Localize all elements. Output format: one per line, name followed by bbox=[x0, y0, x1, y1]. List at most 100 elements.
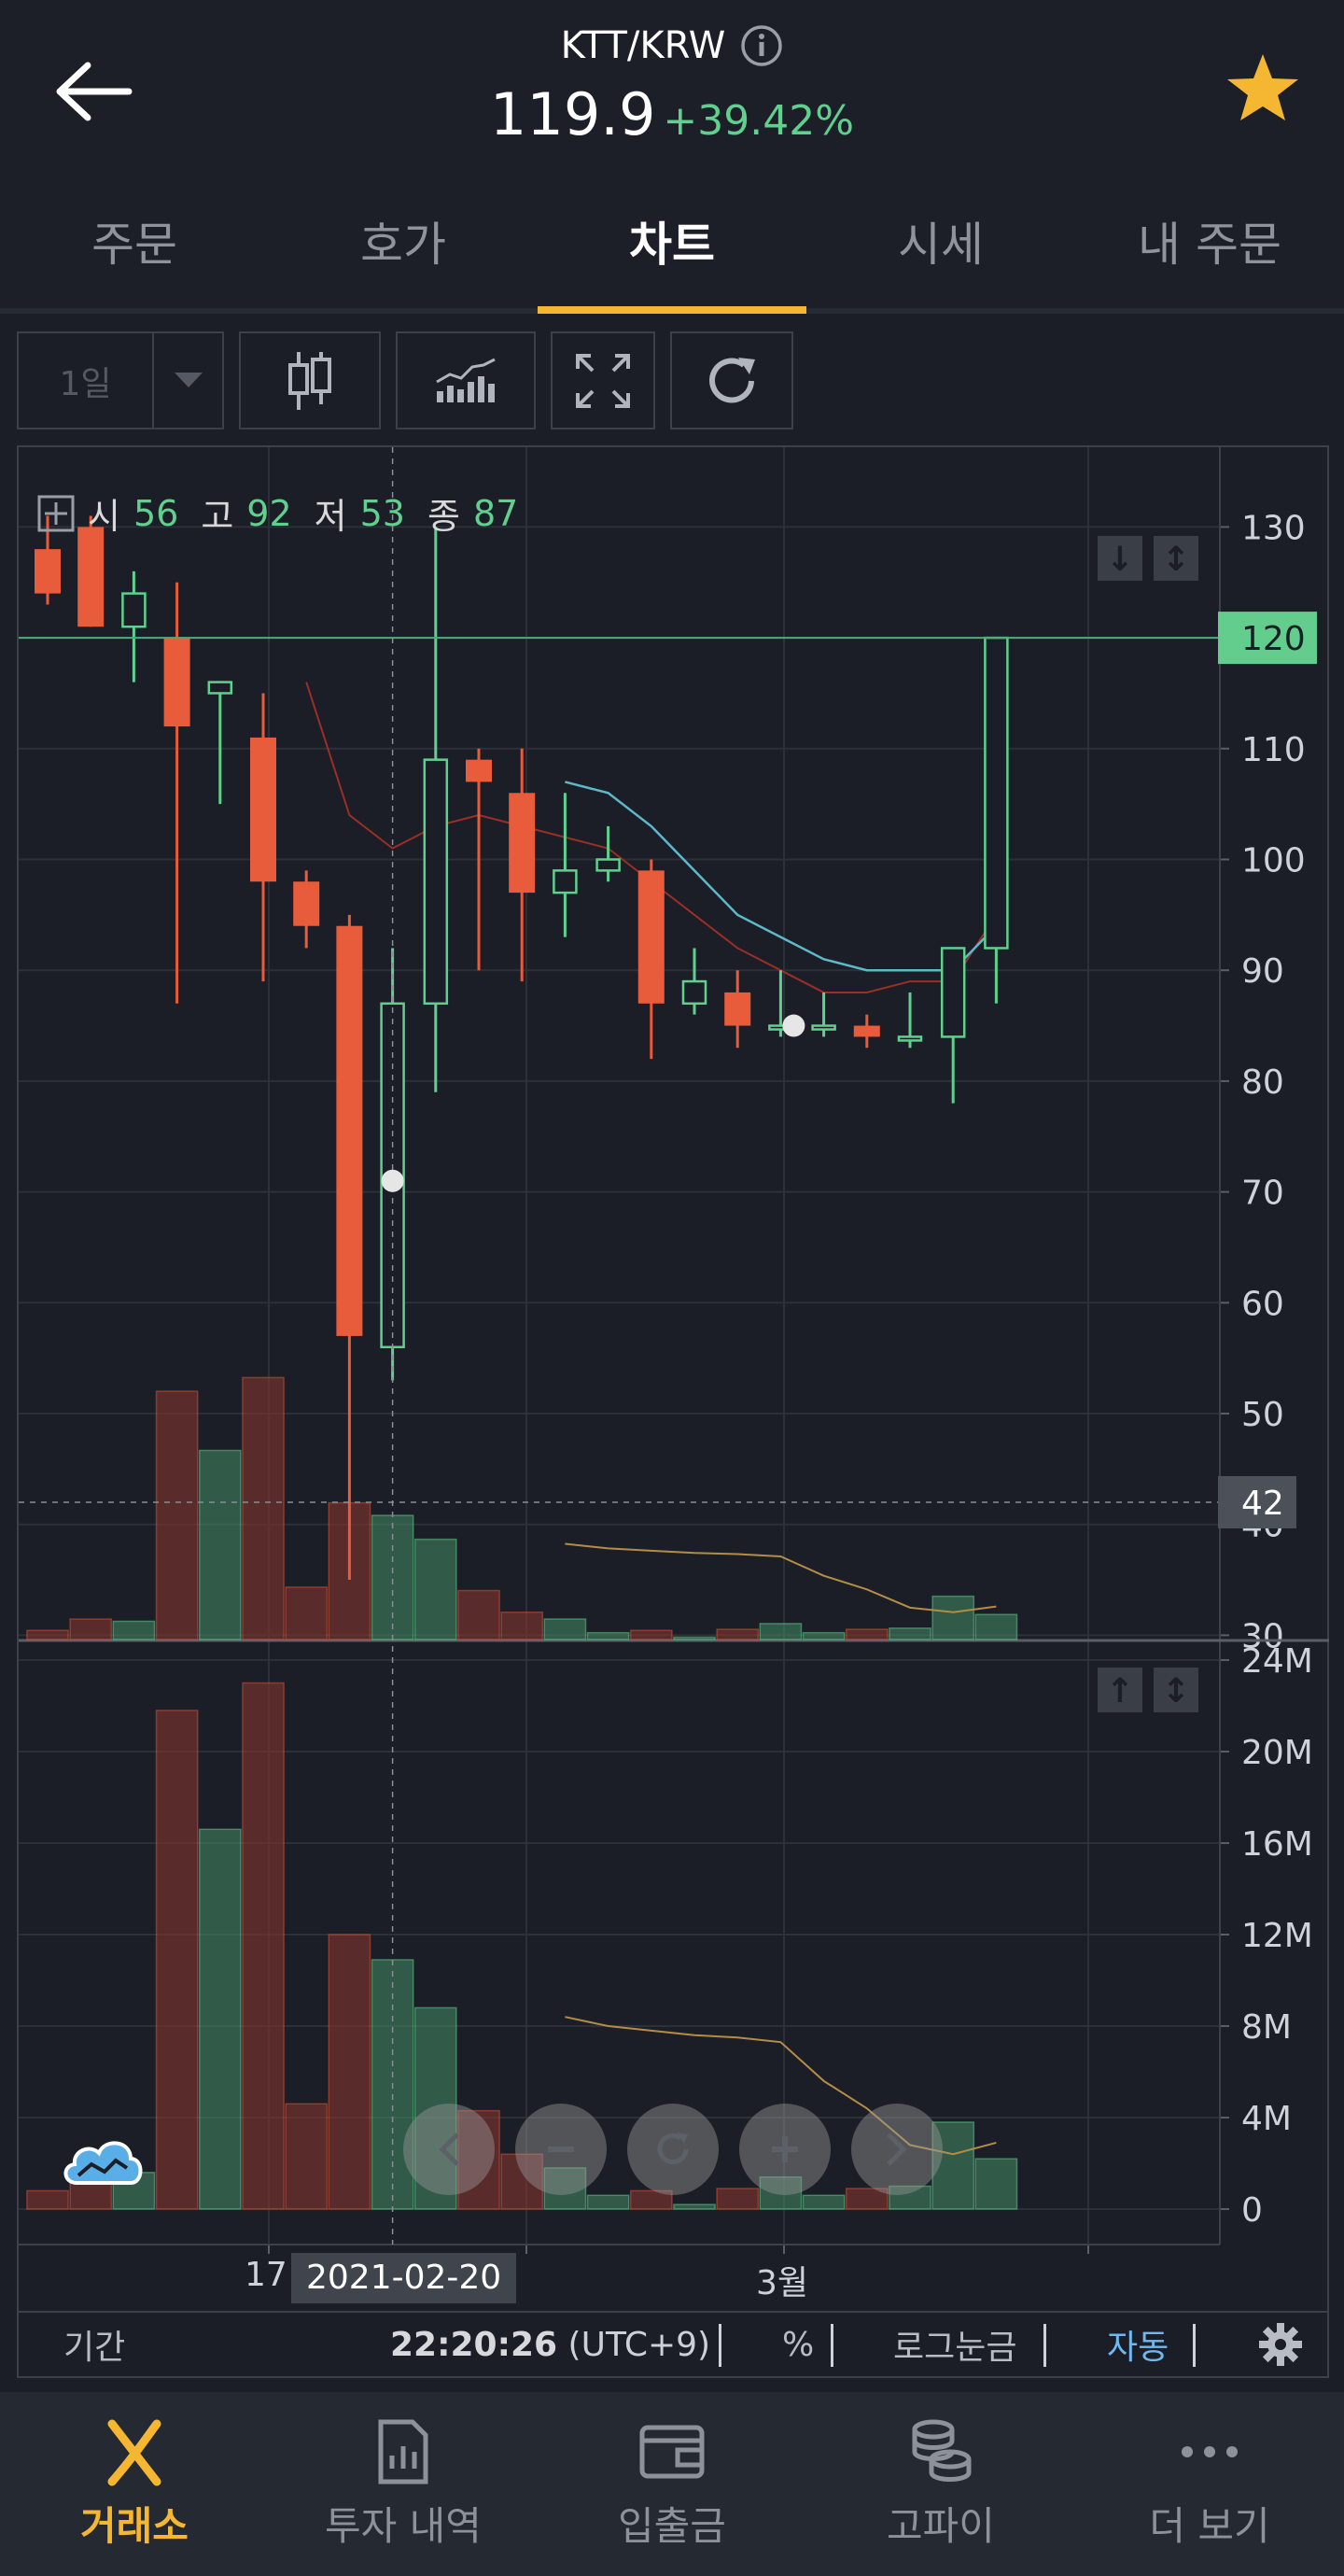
volume-bar bbox=[845, 2188, 889, 2210]
wallet-icon bbox=[639, 2425, 705, 2479]
volume-overlay-bar bbox=[500, 1611, 544, 1640]
close-label: 종 bbox=[427, 496, 460, 537]
nav-more[interactable]: 더 보기 bbox=[1075, 2392, 1344, 2576]
candle-body bbox=[293, 881, 320, 926]
bottom-nav: 거래소 투자 내역 입출금 고파이 bbox=[0, 2392, 1344, 2576]
candle-body bbox=[984, 636, 1009, 950]
volume-bar bbox=[500, 2153, 544, 2210]
volume-overlay-bar bbox=[242, 1376, 285, 1640]
chart-type-button[interactable] bbox=[239, 331, 381, 429]
pair-name: KTT/KRW bbox=[560, 24, 726, 67]
pane-resize-button bbox=[1154, 1668, 1198, 1712]
nav-deposit-withdraw-label: 입출금 bbox=[618, 2503, 726, 2549]
volume-overlay-bar bbox=[413, 1538, 457, 1640]
crosshair-box-icon[interactable] bbox=[37, 495, 75, 532]
period-dropdown[interactable] bbox=[154, 372, 222, 389]
candle-body bbox=[553, 869, 578, 894]
favorite-star-icon[interactable] bbox=[1223, 49, 1303, 129]
candle-body bbox=[811, 1024, 836, 1031]
tab-bar: 주문 호가 차트 시세 내 주문 bbox=[0, 187, 1344, 314]
divider bbox=[1043, 2324, 1046, 2367]
nav-deposit-withdraw[interactable]: 입출금 bbox=[538, 2392, 806, 2576]
gear-icon[interactable] bbox=[1258, 2322, 1303, 2367]
tab-orderbook[interactable]: 호가 bbox=[360, 218, 446, 272]
time-value: 22:20:26 bbox=[390, 2325, 558, 2364]
zoom-out-button[interactable] bbox=[515, 2104, 607, 2195]
nav-gopax[interactable]: 고파이 bbox=[806, 2392, 1075, 2576]
header: KTT/KRW 119.9 +39.42% bbox=[0, 0, 1344, 187]
refresh-icon bbox=[709, 357, 755, 402]
candle-body bbox=[940, 947, 966, 1038]
candle-body bbox=[724, 992, 751, 1026]
volume-bar bbox=[673, 2203, 716, 2210]
volume-tick-label: 0 bbox=[1241, 2191, 1263, 2230]
nav-more-label: 더 보기 bbox=[1149, 2503, 1270, 2549]
price-tick-label: 70 bbox=[1241, 1175, 1284, 1213]
volume-overlay-bar bbox=[716, 1628, 760, 1640]
low-value: 53 bbox=[359, 492, 405, 534]
tab-order[interactable]: 주문 bbox=[91, 218, 177, 272]
ma-long-line bbox=[565, 781, 998, 972]
indicator-button[interactable] bbox=[396, 331, 536, 429]
volume-overlay-bar bbox=[543, 1618, 587, 1640]
price-change: +39.42% bbox=[663, 97, 855, 145]
divider bbox=[719, 2324, 721, 2367]
report-icon bbox=[378, 2419, 428, 2485]
volume-bar bbox=[759, 2175, 803, 2210]
volume-tick-label: 12M bbox=[1241, 1917, 1313, 1955]
resize-icon: ↕ bbox=[1162, 1672, 1190, 1710]
period-selector[interactable]: 1일 bbox=[17, 331, 224, 429]
divider bbox=[831, 2324, 833, 2367]
tab-my-orders[interactable]: 내 주문 bbox=[1138, 218, 1281, 272]
period-footer-label[interactable]: 기간 bbox=[63, 2329, 126, 2367]
price-tick-label: 80 bbox=[1241, 1063, 1284, 1102]
volume-bar bbox=[716, 2188, 760, 2210]
candle-body bbox=[423, 758, 449, 1006]
scroll-left-button[interactable] bbox=[403, 2104, 495, 2195]
fullscreen-button[interactable] bbox=[551, 331, 655, 429]
clock-readout: 22:20:26 (UTC+9) bbox=[390, 2326, 710, 2364]
volume-bar bbox=[802, 2194, 846, 2210]
percent-toggle[interactable]: % bbox=[782, 2325, 815, 2364]
volume-overlay-bar bbox=[673, 1636, 716, 1640]
nav-investment-history-label: 투자 내역 bbox=[325, 2503, 482, 2549]
title-block: KTT/KRW 119.9 +39.42% bbox=[0, 24, 1344, 148]
cloud-icon[interactable] bbox=[58, 2131, 147, 2190]
auto-scale-toggle[interactable]: 자동 bbox=[1107, 2329, 1169, 2367]
candle-body bbox=[77, 527, 105, 627]
refresh-button[interactable] bbox=[670, 331, 793, 429]
volume-overlay-bar bbox=[69, 1618, 113, 1640]
divider bbox=[1193, 2324, 1196, 2367]
x-label-march: 3월 bbox=[756, 2264, 809, 2302]
event-marker bbox=[381, 1169, 404, 1192]
nav-gopax-label: 고파이 bbox=[887, 2503, 995, 2549]
crosshair-date-label: 2021-02-20 bbox=[291, 2253, 517, 2303]
nav-investment-history[interactable]: 투자 내역 bbox=[269, 2392, 538, 2576]
volume-bar bbox=[242, 1682, 285, 2210]
more-icon bbox=[1182, 2446, 1238, 2457]
reset-button[interactable] bbox=[627, 2104, 719, 2195]
price-tick-label: 50 bbox=[1241, 1396, 1284, 1434]
reset-icon bbox=[657, 2133, 689, 2164]
info-icon[interactable] bbox=[740, 24, 783, 67]
candlestick-icon bbox=[288, 351, 331, 410]
candle-body bbox=[637, 870, 665, 1004]
pane-resize-button bbox=[1154, 536, 1198, 581]
current-price-tag bbox=[1218, 612, 1317, 665]
volume-bar bbox=[629, 2189, 673, 2210]
log-scale-toggle[interactable]: 로그눈금 bbox=[893, 2329, 1017, 2367]
nav-exchange[interactable]: 거래소 bbox=[0, 2392, 269, 2576]
nav-exchange-label: 거래소 bbox=[80, 2503, 189, 2549]
chevron-right-icon bbox=[887, 2133, 907, 2166]
tab-chart[interactable]: 차트 bbox=[538, 187, 806, 314]
candle-body bbox=[163, 638, 190, 727]
candlestick-chart[interactable]: 1301201101009080706050403024M20M16M12M8M… bbox=[0, 0, 1344, 2390]
back-arrow-icon[interactable] bbox=[52, 58, 136, 125]
zoom-in-button[interactable] bbox=[739, 2104, 831, 2195]
volume-overlay-bar bbox=[457, 1589, 500, 1640]
volume-overlay-bar bbox=[759, 1623, 803, 1640]
tab-market[interactable]: 시세 bbox=[898, 218, 984, 272]
close-value: 87 bbox=[472, 492, 519, 534]
crosshair-price-tag bbox=[1218, 1475, 1296, 1528]
scroll-right-button[interactable] bbox=[851, 2104, 943, 2195]
